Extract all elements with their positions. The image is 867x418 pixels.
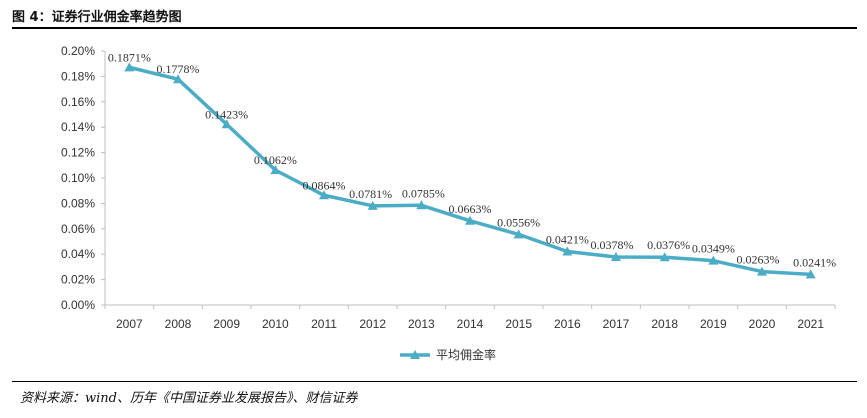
x-tick-label: 2017 bbox=[603, 317, 630, 331]
legend-label: 平均佣金率 bbox=[436, 347, 496, 362]
data-label: 0.1423% bbox=[205, 107, 248, 121]
data-label: 0.0376% bbox=[647, 238, 690, 252]
x-tick-label: 2012 bbox=[359, 317, 386, 331]
source-note: 资料来源：wind、历年《中国证券业发展报告》、财信证券 bbox=[20, 391, 358, 406]
data-point bbox=[513, 229, 524, 239]
data-label: 0.1062% bbox=[254, 153, 297, 167]
x-tick-label: 2020 bbox=[749, 317, 776, 331]
y-tick-label: 0.06% bbox=[61, 222, 95, 236]
data-label: 0.0864% bbox=[303, 178, 346, 192]
y-tick-label: 0.18% bbox=[61, 69, 95, 83]
y-tick-label: 0.20% bbox=[61, 44, 95, 58]
data-label: 0.0349% bbox=[692, 242, 735, 256]
chart-title: 图 4：证券行业佣金率趋势图 bbox=[12, 10, 182, 25]
x-tick-label: 2007 bbox=[116, 317, 143, 331]
data-point bbox=[367, 200, 378, 210]
data-label: 0.1778% bbox=[157, 62, 200, 76]
y-tick-label: 0.00% bbox=[61, 298, 95, 312]
data-point bbox=[221, 119, 232, 129]
data-point bbox=[659, 252, 670, 262]
x-tick-label: 2019 bbox=[700, 317, 727, 331]
data-label: 0.0781% bbox=[349, 187, 392, 201]
data-point bbox=[270, 165, 281, 175]
data-label: 0.0663% bbox=[449, 202, 492, 216]
data-point bbox=[465, 215, 475, 225]
x-tick-label: 2010 bbox=[262, 317, 289, 331]
x-tick-label: 2016 bbox=[554, 317, 581, 331]
footer-divider bbox=[12, 381, 857, 382]
title-divider bbox=[12, 27, 857, 29]
x-tick-label: 2009 bbox=[213, 317, 240, 331]
x-tick-label: 2021 bbox=[797, 317, 824, 331]
data-point bbox=[319, 190, 329, 200]
data-point bbox=[757, 266, 767, 276]
data-point bbox=[562, 246, 573, 256]
y-tick-label: 0.02% bbox=[61, 273, 95, 287]
y-tick-label: 0.08% bbox=[61, 196, 95, 210]
data-point bbox=[611, 251, 621, 261]
data-label: 0.0556% bbox=[497, 215, 540, 229]
y-tick-label: 0.16% bbox=[61, 95, 95, 109]
data-point bbox=[416, 200, 427, 210]
x-tick-label: 2018 bbox=[651, 317, 678, 331]
data-point bbox=[173, 74, 183, 84]
data-point bbox=[124, 62, 135, 72]
y-tick-label: 0.14% bbox=[61, 120, 95, 134]
data-label: 0.0241% bbox=[793, 255, 836, 269]
data-label: 0.1871% bbox=[108, 50, 151, 64]
data-label: 0.0785% bbox=[402, 186, 445, 200]
y-tick-label: 0.12% bbox=[61, 146, 95, 160]
x-tick-label: 2014 bbox=[457, 317, 484, 331]
legend-marker bbox=[410, 350, 420, 359]
x-tick-label: 2013 bbox=[408, 317, 435, 331]
y-tick-label: 0.10% bbox=[61, 171, 95, 185]
y-tick-label: 0.04% bbox=[61, 247, 95, 261]
data-label: 0.0378% bbox=[591, 238, 634, 252]
x-tick-label: 2015 bbox=[505, 317, 532, 331]
data-label: 0.0421% bbox=[546, 233, 589, 247]
x-tick-label: 2008 bbox=[165, 317, 192, 331]
data-point bbox=[708, 255, 719, 265]
x-tick-label: 2011 bbox=[311, 317, 337, 331]
data-label: 0.0263% bbox=[737, 253, 780, 267]
data-point bbox=[805, 269, 816, 279]
